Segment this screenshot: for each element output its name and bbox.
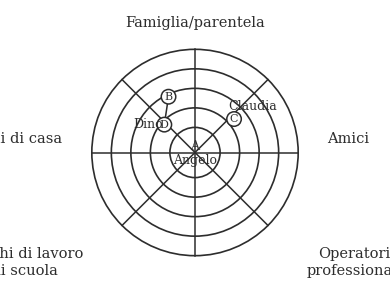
Text: Colleghi di lavoro
o di scuola: Colleghi di lavoro o di scuola (0, 247, 83, 278)
Text: A: A (190, 140, 200, 153)
Circle shape (227, 112, 241, 126)
Text: Operatori
professionali: Operatori professionali (307, 247, 390, 278)
Text: Dino: Dino (133, 118, 162, 131)
Text: C: C (230, 114, 238, 124)
Circle shape (157, 117, 172, 132)
Text: D: D (160, 120, 169, 130)
Text: Amici: Amici (328, 131, 370, 145)
Text: Vicini di casa: Vicini di casa (0, 131, 62, 145)
Circle shape (161, 89, 176, 104)
Text: Famiglia/parentela: Famiglia/parentela (125, 16, 265, 30)
Text: Angelo: Angelo (173, 154, 217, 167)
Text: B: B (165, 92, 172, 102)
Text: Claudia: Claudia (228, 100, 277, 113)
